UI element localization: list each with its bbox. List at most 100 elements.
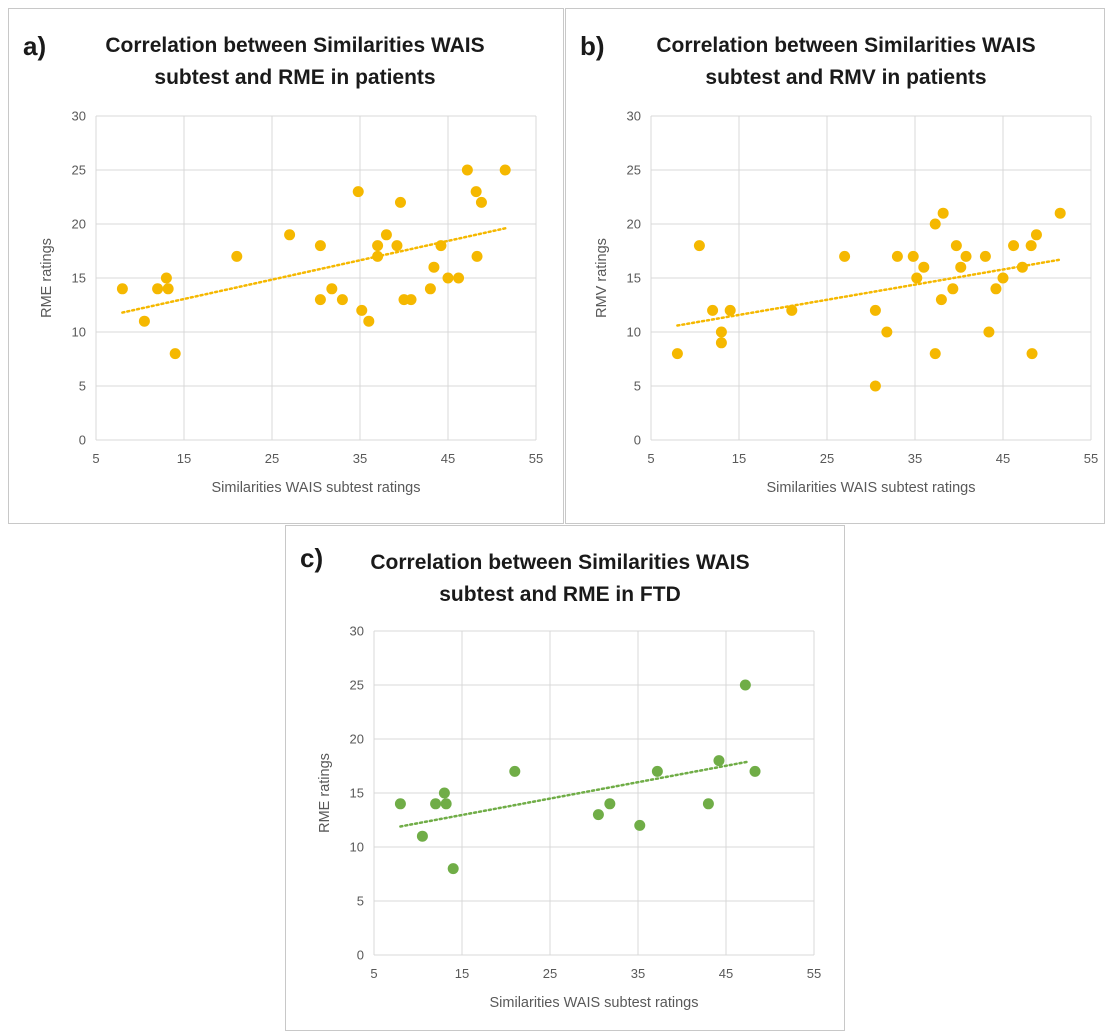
trendline [676, 258, 1062, 327]
data-point [152, 283, 164, 295]
y-tick-label: 5 [79, 379, 86, 394]
data-point [438, 787, 450, 799]
data-point [1054, 207, 1066, 219]
data-point [160, 272, 172, 284]
data-point [363, 315, 375, 327]
chart-title-line-1: Correlation between Similarities WAIS [370, 551, 749, 574]
data-point [990, 283, 1002, 295]
data-point [713, 755, 725, 767]
panel-letter: b) [580, 31, 605, 61]
chart-title-line-2: subtest and RME in FTD [439, 583, 681, 606]
chart-title-line-1: Correlation between Similarities WAIS [105, 34, 484, 57]
data-point [1025, 240, 1037, 252]
y-tick-label: 25 [627, 163, 641, 178]
data-point [786, 304, 798, 316]
data-point [471, 250, 483, 262]
data-point [907, 250, 919, 262]
x-tick-label: 5 [92, 451, 99, 466]
data-point [116, 283, 128, 295]
data-point [869, 380, 881, 392]
data-point [461, 164, 473, 176]
panel-letter: c) [300, 543, 323, 573]
x-tick-label: 55 [807, 966, 821, 981]
data-point [715, 337, 727, 349]
data-point [356, 304, 368, 316]
data-point [724, 304, 736, 316]
x-axis-label: Similarities WAIS subtest ratings [212, 480, 421, 496]
data-point [693, 240, 705, 252]
data-point [372, 250, 384, 262]
data-point [162, 283, 174, 295]
y-tick-label: 0 [79, 433, 86, 448]
data-point [442, 272, 454, 284]
data-point [391, 240, 403, 252]
x-tick-label: 15 [732, 451, 746, 466]
y-tick-label: 30 [627, 109, 641, 124]
chart-panel-b: b) Correlation between Similarities WAIS s… [565, 8, 1105, 524]
x-tick-label: 5 [647, 451, 654, 466]
data-point [911, 272, 923, 284]
data-point [739, 679, 751, 691]
data-point [499, 164, 511, 176]
x-tick-label: 45 [719, 966, 733, 981]
y-tick-label: 10 [627, 325, 641, 340]
data-point [671, 348, 683, 360]
data-point [1026, 348, 1038, 360]
data-point [947, 283, 959, 295]
data-point [950, 240, 962, 252]
y-tick-label: 25 [72, 163, 86, 178]
x-tick-label: 25 [543, 966, 557, 981]
data-point [929, 218, 941, 230]
y-tick-label: 0 [634, 433, 641, 448]
x-tick-label: 55 [1084, 451, 1098, 466]
trendline [399, 760, 750, 828]
data-point [440, 798, 452, 810]
data-point [634, 819, 646, 831]
data-point [428, 261, 440, 273]
y-axis-label: RMV ratings [594, 238, 610, 318]
data-point [380, 229, 392, 241]
data-point [169, 348, 181, 360]
data-point [983, 326, 995, 338]
data-point [891, 250, 903, 262]
x-tick-label: 45 [996, 451, 1010, 466]
scatter-chart-b: b) Correlation between Similarities WAIS s… [580, 31, 1098, 496]
data-point [405, 294, 417, 306]
data-point [1008, 240, 1020, 252]
y-axis-label: RME ratings [39, 238, 55, 318]
data-point [955, 261, 967, 273]
y-tick-label: 25 [350, 678, 364, 693]
chart-title-line-1: Correlation between Similarities WAIS [656, 34, 1035, 57]
data-point [929, 348, 941, 360]
y-tick-label: 15 [72, 271, 86, 286]
data-point [960, 250, 972, 262]
data-point [416, 830, 428, 842]
y-tick-label: 5 [357, 894, 364, 909]
data-point [918, 261, 930, 273]
y-tick-label: 5 [634, 379, 641, 394]
x-tick-label: 25 [820, 451, 834, 466]
x-axis-label: Similarities WAIS subtest ratings [490, 995, 699, 1011]
data-point [715, 326, 727, 338]
data-point [935, 294, 947, 306]
data-point [839, 250, 851, 262]
y-tick-label: 0 [357, 948, 364, 963]
data-point [475, 196, 487, 208]
data-point [937, 207, 949, 219]
data-point [1016, 261, 1028, 273]
x-tick-label: 15 [177, 451, 191, 466]
data-point [979, 250, 991, 262]
data-point [284, 229, 296, 241]
panel-letter: a) [23, 31, 46, 61]
y-tick-label: 20 [350, 732, 364, 747]
data-point [314, 240, 326, 252]
x-tick-label: 25 [265, 451, 279, 466]
data-point [336, 294, 348, 306]
data-point [430, 798, 442, 810]
y-tick-label: 20 [627, 217, 641, 232]
x-tick-label: 35 [908, 451, 922, 466]
y-tick-label: 30 [72, 109, 86, 124]
data-point [1030, 229, 1042, 241]
y-tick-label: 15 [627, 271, 641, 286]
data-point [592, 809, 604, 821]
